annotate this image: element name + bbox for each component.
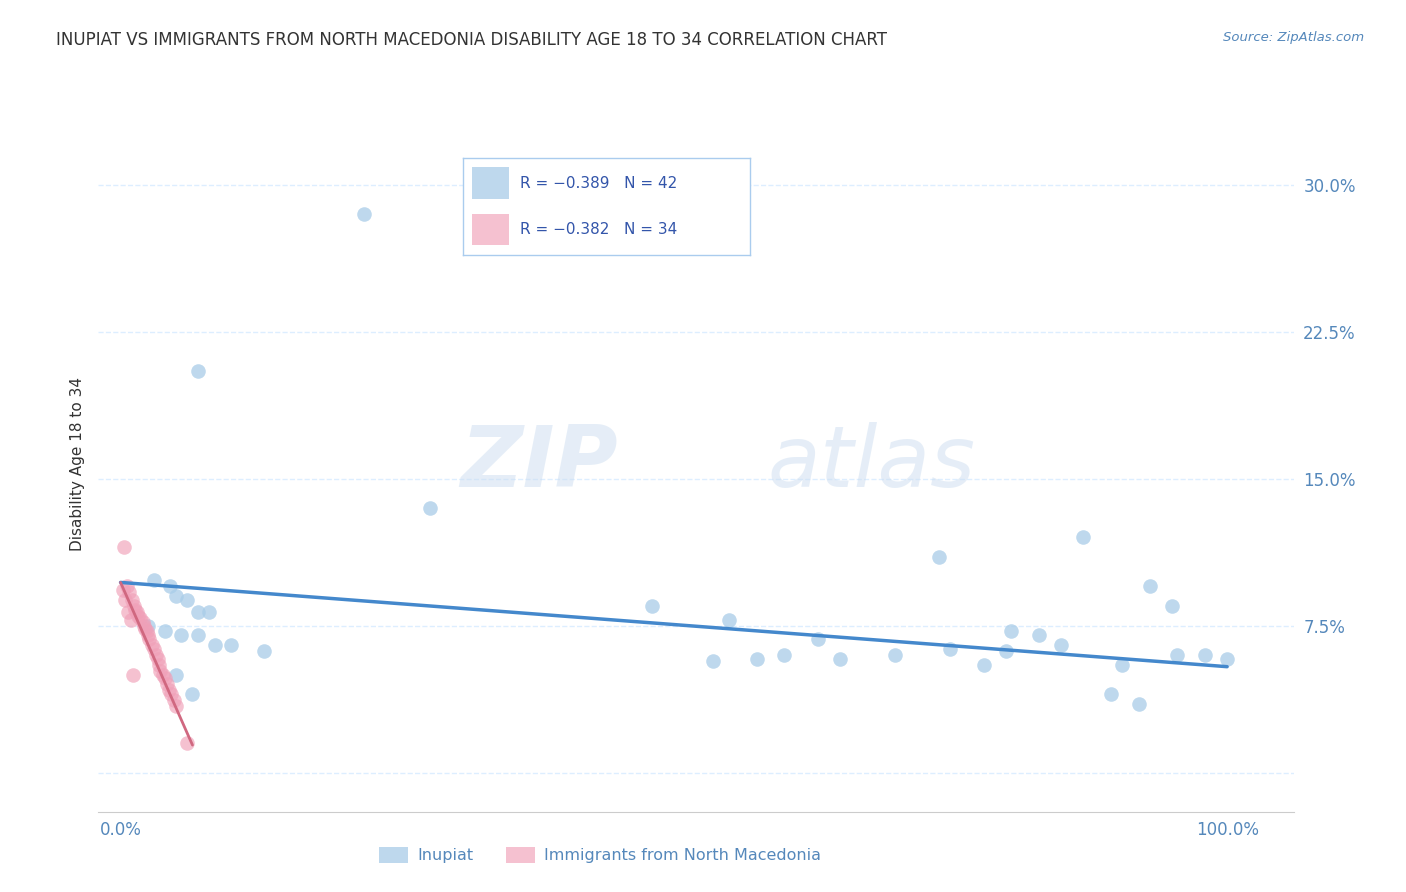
Point [1166,648,1188,662]
Point [134,623,156,637]
Point [136,624,159,639]
Bar [471,214,509,245]
Point [718,613,741,627]
Point [153,672,176,686]
Text: INUPIAT VS IMMIGRANTS FROM NORTH MACEDONIA DISABILITY AGE 18 TO 34 CORRELATION C: INUPIAT VS IMMIGRANTS FROM NORTH MACEDON… [56,31,887,49]
Point [219,638,242,652]
Point [163,693,186,707]
Point [1099,687,1122,701]
Point [114,593,136,607]
Point [928,549,950,564]
Point [165,698,187,713]
Point [1128,697,1150,711]
Point [1000,624,1022,639]
Text: R = −0.382   N = 34: R = −0.382 N = 34 [520,222,678,237]
Point [122,599,145,613]
Point [204,638,226,652]
Point [994,644,1017,658]
Point [124,603,146,617]
Point [142,574,165,588]
Point [145,648,167,662]
Point [1194,648,1216,662]
Point [353,207,375,221]
Point [1111,657,1133,672]
Point [641,599,664,613]
Point [165,589,187,603]
Point [1139,579,1161,593]
Point [111,583,134,598]
Point [807,632,830,647]
Point [127,608,149,623]
Point [149,664,172,678]
Point [702,654,724,668]
Point [419,500,441,515]
Point [1160,599,1182,613]
Text: ZIP: ZIP [461,422,619,506]
Point [118,585,141,599]
Point [121,667,143,681]
Point [973,657,995,672]
Point [112,540,135,554]
Point [121,593,143,607]
Text: atlas: atlas [768,422,976,506]
Point [157,683,180,698]
Point [132,618,155,632]
Point [176,736,198,750]
Point [253,644,276,658]
Point [181,687,204,701]
Point [939,642,962,657]
Point [136,618,159,632]
Point [187,628,209,642]
Point [1028,628,1050,642]
Point [1050,638,1073,652]
Point [148,657,170,672]
Point [129,610,152,624]
Point [136,628,159,642]
Point [131,615,153,629]
Point [142,642,165,657]
Text: R = −0.389   N = 42: R = −0.389 N = 42 [520,176,678,191]
Point [165,667,187,681]
Point [152,667,174,681]
Point [884,648,907,662]
Point [1071,530,1094,544]
Point [156,677,179,691]
Point [773,648,796,662]
Point [127,605,149,619]
Point [120,613,142,627]
Point [1216,652,1239,666]
Point [159,579,181,593]
Point [160,687,183,701]
Text: Source: ZipAtlas.com: Source: ZipAtlas.com [1223,31,1364,45]
Y-axis label: Disability Age 18 to 34: Disability Age 18 to 34 [69,376,84,551]
Point [187,364,209,378]
Legend: Inupiat, Immigrants from North Macedonia: Inupiat, Immigrants from North Macedonia [373,841,828,870]
Point [187,605,209,619]
Point [176,593,198,607]
Point [117,605,139,619]
Bar [471,168,509,199]
Point [198,605,221,619]
Point [170,628,193,642]
Point [138,632,160,647]
Point [148,652,170,666]
Point [828,652,851,666]
Point [141,638,163,652]
Point [115,579,138,593]
Point [745,652,768,666]
Point [153,624,176,639]
